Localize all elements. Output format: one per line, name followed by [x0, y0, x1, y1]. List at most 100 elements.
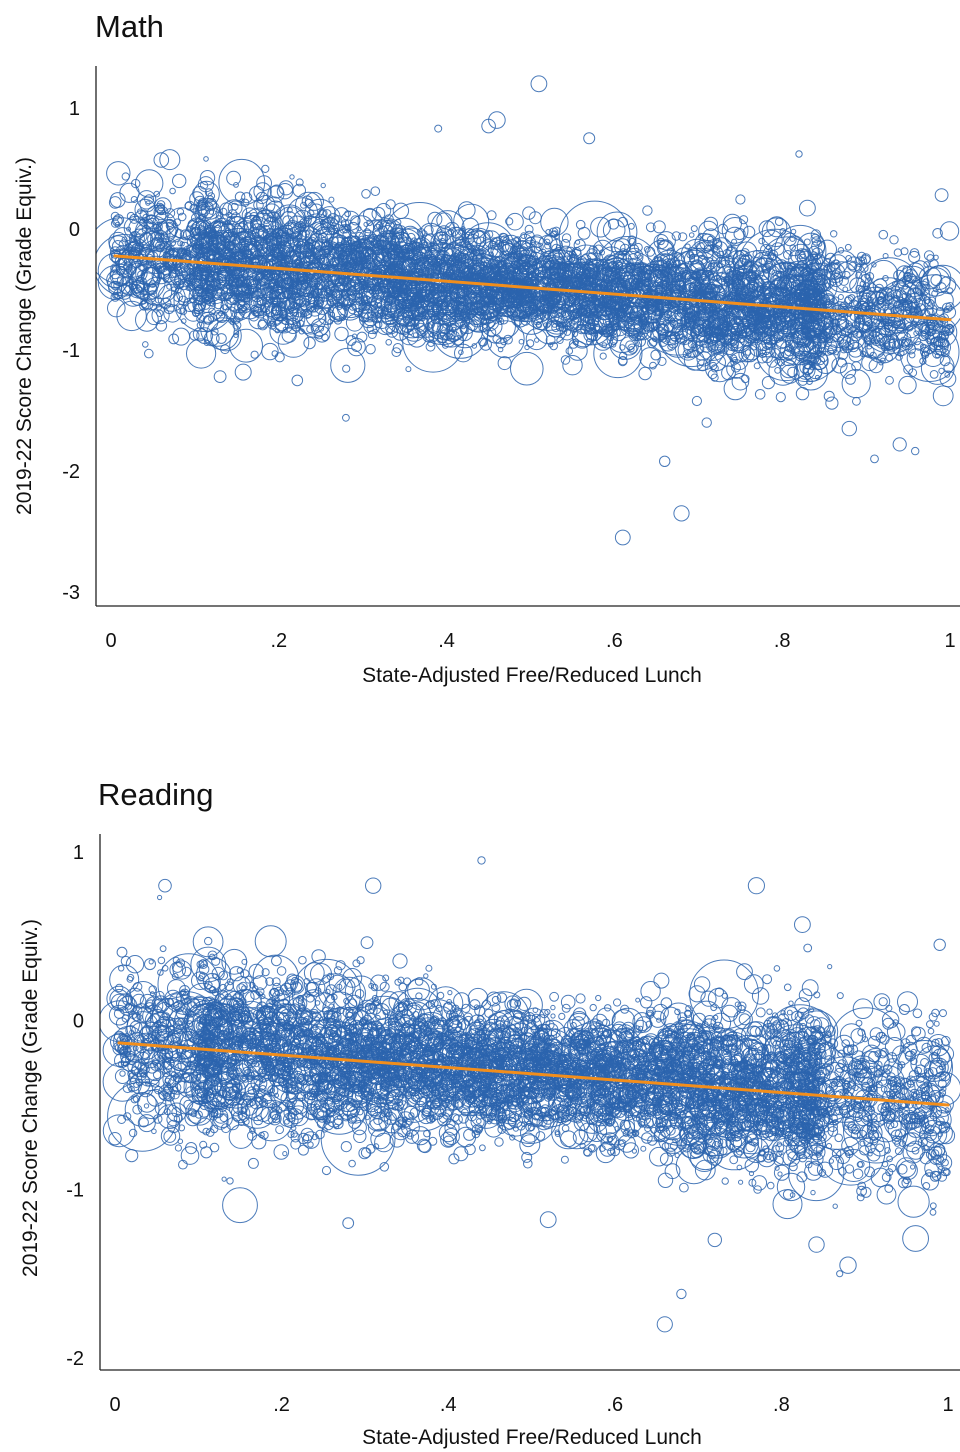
scatter-point [871, 262, 877, 268]
scatter-point [314, 280, 321, 288]
scatter-point [933, 340, 944, 351]
scatter-point [203, 339, 210, 346]
scatter-point [357, 208, 383, 234]
scatter-point [726, 359, 746, 379]
scatter-point [487, 236, 514, 262]
scatter-point [424, 233, 435, 244]
scatter-point [860, 253, 872, 264]
scatter-point [553, 262, 561, 270]
scatter-point [754, 333, 773, 351]
scatter-point [225, 234, 231, 240]
scatter-point [178, 295, 189, 306]
scatter-point [826, 261, 858, 293]
scatter-point [712, 238, 722, 248]
scatter-point [648, 337, 658, 347]
scatter-point [363, 207, 377, 222]
scatter-point [684, 243, 691, 250]
scatter-point [182, 229, 194, 241]
scatter-point [463, 261, 470, 269]
scatter-point [454, 308, 467, 320]
scatter-point [538, 234, 558, 254]
scatter-point [427, 318, 448, 340]
scatter-point [442, 284, 466, 308]
scatter-point [108, 280, 123, 295]
scatter-point [768, 356, 798, 386]
scatter-point [543, 238, 551, 246]
scatter-point [288, 286, 301, 299]
scatter-point [405, 366, 412, 373]
scatter-point [754, 389, 766, 400]
scatter-point [228, 317, 234, 324]
scatter-point [932, 385, 954, 407]
scatter-point [269, 291, 280, 301]
scatter-point [465, 312, 472, 319]
scatter-point [656, 231, 676, 251]
scatter-point [330, 347, 366, 383]
scatter-point [360, 305, 379, 323]
scatter-point [321, 333, 329, 342]
scatter-point [718, 284, 724, 290]
scatter-point [135, 272, 159, 296]
scatter-point [253, 199, 264, 211]
scatter-point [238, 305, 247, 314]
scatter-point [943, 362, 954, 373]
scatter-point [828, 254, 848, 274]
scatter-point [192, 186, 208, 201]
scatter-point [291, 374, 304, 387]
scatter-point [173, 278, 184, 290]
scatter-point [604, 310, 614, 320]
scatter-point [482, 289, 498, 305]
scatter-point [348, 282, 357, 290]
scatter-point [320, 182, 326, 189]
scatter-point [97, 252, 133, 288]
scatter-point [507, 279, 528, 300]
scatter-point [112, 214, 125, 226]
scatter-point [822, 282, 832, 292]
scatter-point [284, 255, 292, 263]
scatter-point [534, 337, 540, 343]
scatter-point [276, 309, 288, 322]
scatter-point [492, 266, 500, 274]
scatter-point [286, 308, 300, 322]
scatter-point [794, 346, 804, 356]
scatter-point [812, 344, 823, 354]
scatter-point [650, 276, 662, 287]
scatter-point [555, 292, 566, 303]
scatter-point [804, 327, 816, 339]
scatter-point [568, 339, 579, 349]
scatter-point [200, 312, 235, 347]
scatter-point [944, 324, 955, 335]
scatter-point [351, 341, 363, 353]
scatter-point [809, 267, 816, 274]
scatter-point [172, 327, 191, 346]
scatter-point [481, 315, 503, 337]
scatter-point [529, 239, 536, 246]
scatter-point [723, 376, 747, 401]
scatter-point [840, 362, 857, 379]
scatter-point [317, 307, 336, 326]
scatter-point [389, 249, 401, 261]
scatter-point [155, 204, 166, 215]
scatter-point [110, 219, 120, 228]
scatter-point [206, 317, 240, 351]
scatter-point [567, 340, 588, 361]
scatter-point [471, 343, 478, 349]
scatter-point [731, 372, 750, 391]
scatter-point [277, 240, 292, 254]
scatter-point [914, 298, 924, 308]
scatter-point [939, 221, 960, 241]
scatter-point [498, 267, 514, 284]
scatter-point [418, 313, 427, 322]
scatter-point [395, 318, 412, 336]
scatter-point [859, 280, 867, 288]
scatter-point [180, 318, 187, 324]
scatter-point [263, 228, 277, 243]
scatter-point [303, 298, 311, 307]
scatter-point [140, 297, 148, 305]
scatter-point [326, 239, 333, 245]
scatter-point [908, 305, 917, 314]
scatter-point [465, 267, 478, 280]
scatter-point [406, 276, 424, 294]
scatter-point [328, 306, 334, 313]
scatter-point [551, 226, 561, 236]
